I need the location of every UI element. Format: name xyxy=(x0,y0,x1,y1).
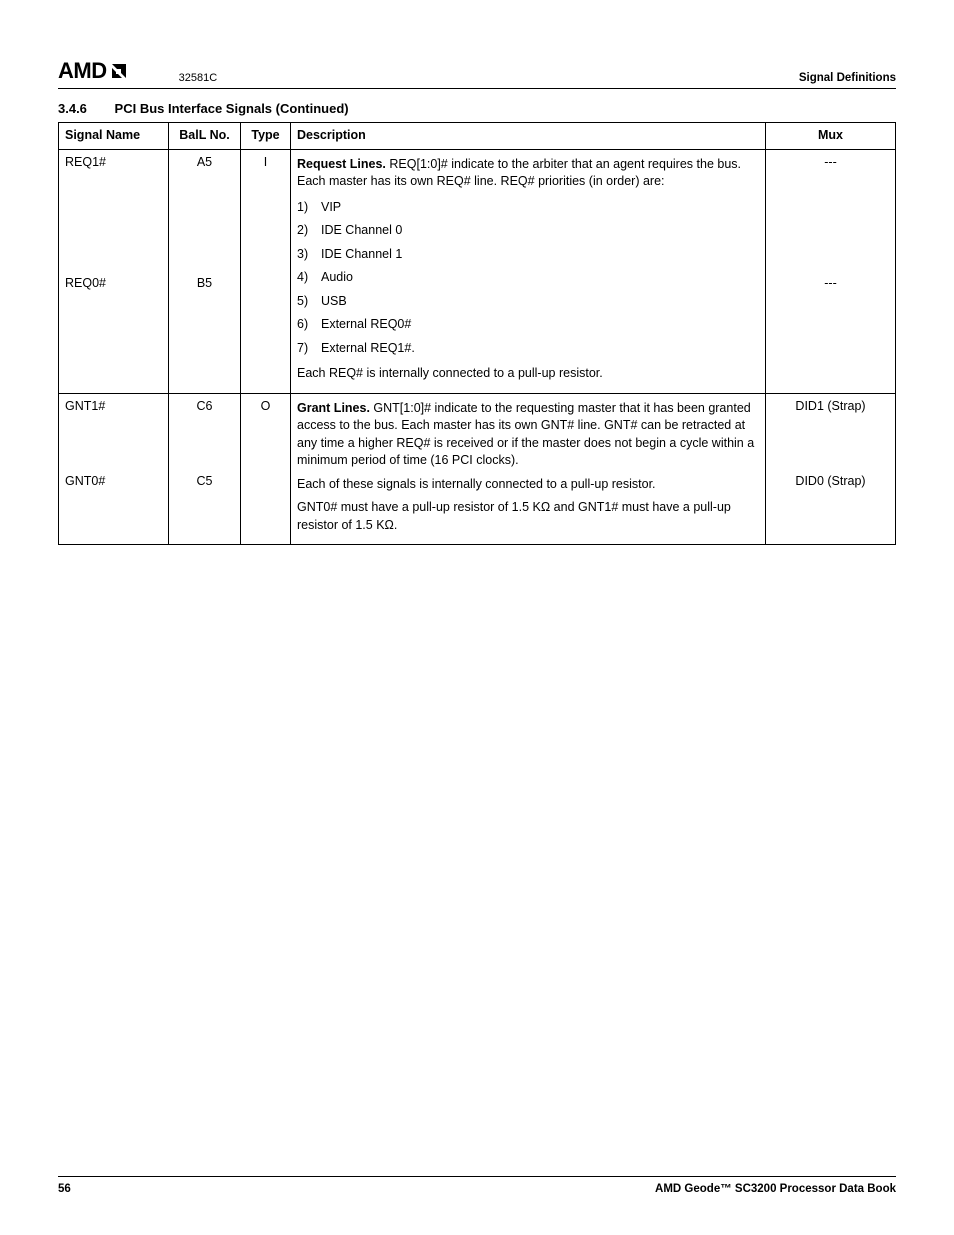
list-number: 1) xyxy=(297,199,321,217)
ball-no-cell: C5 xyxy=(169,469,241,545)
amd-arrow-icon xyxy=(109,61,129,81)
doc-code: 32581C xyxy=(179,72,218,84)
section-label: Signal Definitions xyxy=(799,72,896,84)
list-text: IDE Channel 1 xyxy=(321,246,402,264)
signal-name-cell: REQ1# xyxy=(59,149,169,271)
col-type: Type xyxy=(241,123,291,150)
ball-no-cell: B5 xyxy=(169,271,241,393)
req-desc-bold: Request Lines. xyxy=(297,157,386,171)
signal-name-cell: REQ0# xyxy=(59,271,169,393)
list-number: 7) xyxy=(297,340,321,358)
list-item: 4)Audio xyxy=(297,267,759,291)
logo-text: AMD xyxy=(58,58,107,84)
col-description: Description xyxy=(291,123,766,150)
list-text: Audio xyxy=(321,269,353,287)
list-text: USB xyxy=(321,293,347,311)
req-desc-tail: Each REQ# is internally connected to a p… xyxy=(297,365,759,383)
section-continued: (Continued) xyxy=(276,101,349,116)
gnt-desc-p3: GNT0# must have a pull-up resistor of 1.… xyxy=(297,499,759,534)
section-number: 3.4.6 xyxy=(58,101,87,116)
mux-cell: --- xyxy=(766,149,896,271)
list-text: External REQ1#. xyxy=(321,340,415,358)
list-item: 5)USB xyxy=(297,291,759,315)
list-item: 7)External REQ1#. xyxy=(297,338,759,362)
section-title: PCI Bus Interface Signals xyxy=(115,101,273,116)
list-number: 3) xyxy=(297,246,321,264)
list-text: IDE Channel 0 xyxy=(321,222,402,240)
col-ball-no: BalL No. xyxy=(169,123,241,150)
section-heading: 3.4.6 PCI Bus Interface Signals (Continu… xyxy=(58,101,896,116)
list-item: 2)IDE Channel 0 xyxy=(297,220,759,244)
gnt-desc-bold: Grant Lines. xyxy=(297,401,370,415)
book-title: AMD Geode™ SC3200 Processor Data Book xyxy=(655,1183,896,1195)
type-cell: I xyxy=(241,149,291,393)
list-item: 6)External REQ0# xyxy=(297,314,759,338)
list-item: 3)IDE Channel 1 xyxy=(297,244,759,268)
page-footer: 56 AMD Geode™ SC3200 Processor Data Book xyxy=(58,1176,896,1195)
col-signal-name: Signal Name xyxy=(59,123,169,150)
list-item: 1)VIP xyxy=(297,197,759,221)
mux-cell: DID0 (Strap) xyxy=(766,469,896,545)
signal-name-cell: GNT1# xyxy=(59,393,169,469)
list-number: 4) xyxy=(297,269,321,287)
description-cell: Request Lines. REQ[1:0]# indicate to the… xyxy=(291,149,766,393)
mux-cell: DID1 (Strap) xyxy=(766,393,896,469)
ball-no-cell: A5 xyxy=(169,149,241,271)
page-header: AMD 32581C Signal Definitions xyxy=(58,58,896,89)
gnt-desc-p2: Each of these signals is internally conn… xyxy=(297,476,759,494)
amd-logo: AMD xyxy=(58,58,129,84)
list-number: 6) xyxy=(297,316,321,334)
signal-name-cell: GNT0# xyxy=(59,469,169,545)
table-row: REQ1# A5 I Request Lines. REQ[1:0]# indi… xyxy=(59,149,896,271)
req-priority-list: 1)VIP2)IDE Channel 03)IDE Channel 14)Aud… xyxy=(297,197,759,362)
ball-no-cell: C6 xyxy=(169,393,241,469)
list-number: 5) xyxy=(297,293,321,311)
signals-table: Signal Name BalL No. Type Description Mu… xyxy=(58,122,896,545)
page-number: 56 xyxy=(58,1183,71,1195)
req-desc-lead: Request Lines. REQ[1:0]# indicate to the… xyxy=(297,156,759,191)
table-header-row: Signal Name BalL No. Type Description Mu… xyxy=(59,123,896,150)
col-mux: Mux xyxy=(766,123,896,150)
table-row: GNT1# C6 O Grant Lines. GNT[1:0]# indica… xyxy=(59,393,896,469)
header-left: AMD 32581C xyxy=(58,58,217,84)
list-text: VIP xyxy=(321,199,341,217)
type-cell: O xyxy=(241,393,291,545)
list-text: External REQ0# xyxy=(321,316,411,334)
gnt-desc-lead: Grant Lines. GNT[1:0]# indicate to the r… xyxy=(297,400,759,470)
list-number: 2) xyxy=(297,222,321,240)
mux-cell: --- xyxy=(766,271,896,393)
description-cell: Grant Lines. GNT[1:0]# indicate to the r… xyxy=(291,393,766,545)
